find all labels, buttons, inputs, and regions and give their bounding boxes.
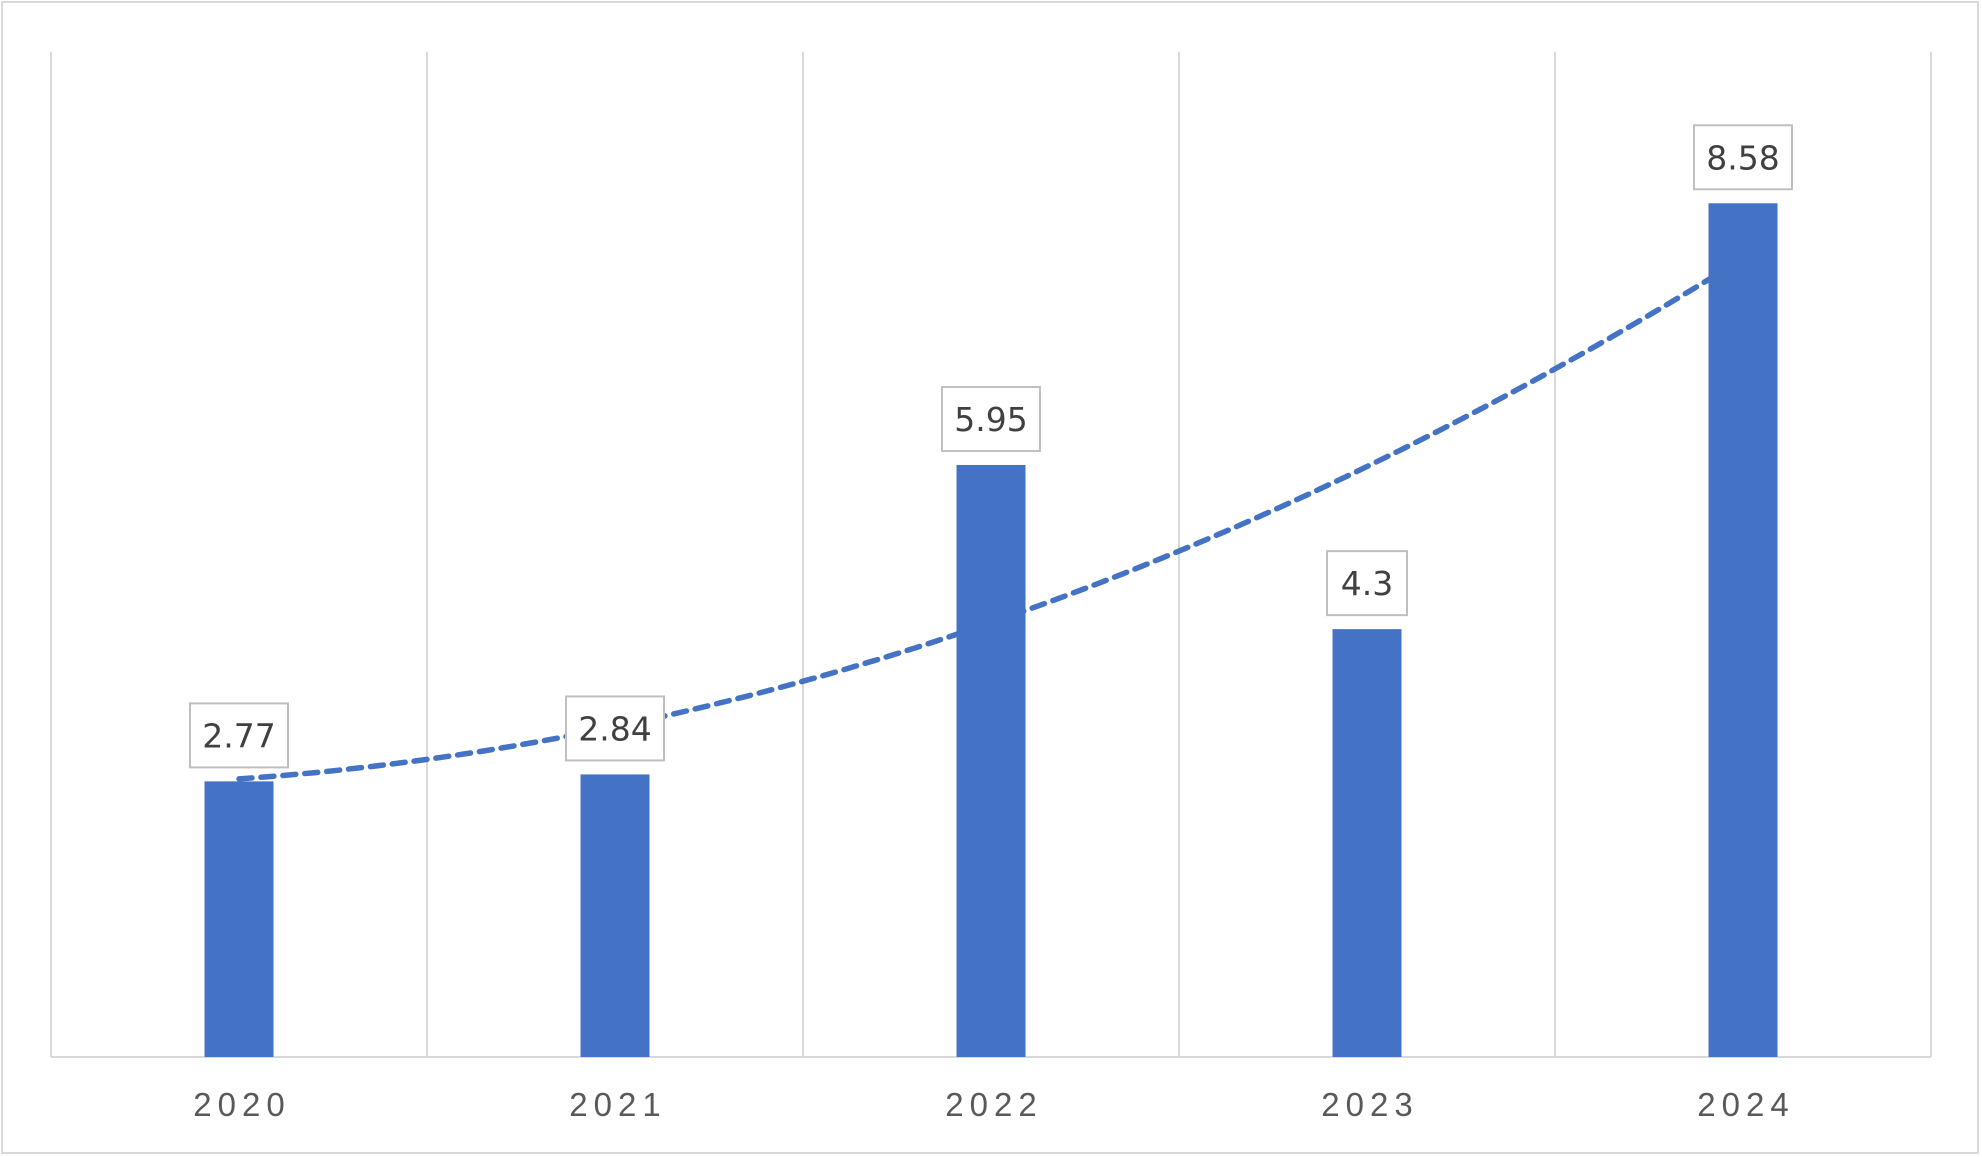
trendline-group	[236, 255, 1746, 782]
data-label-box	[189, 702, 289, 769]
data-label-text: 2.77	[202, 716, 275, 755]
x-tick-label: 2024	[1697, 1086, 1794, 1123]
x-tick-label: 2021	[569, 1086, 666, 1123]
data-label-text: 4.3	[1341, 564, 1393, 603]
data-label: 8.58	[1693, 124, 1793, 191]
data-label-text: 8.58	[1706, 138, 1779, 177]
data-label: 5.95	[941, 385, 1041, 452]
data-label: 4.3	[1326, 550, 1408, 617]
data-label-text: 2.84	[578, 709, 651, 748]
data-label: 2.84	[565, 695, 665, 762]
bar	[204, 781, 274, 1057]
data-label-box	[1693, 124, 1793, 191]
x-tick-label: 2020	[193, 1086, 290, 1123]
bars	[204, 203, 1778, 1058]
data-label-box	[941, 385, 1041, 452]
x-axis-ticks: 2020 2021 2022 2023 2024	[193, 1086, 1794, 1123]
data-label: 2.77	[189, 702, 289, 769]
bar	[956, 464, 1026, 1058]
bar	[1708, 203, 1778, 1058]
data-label-text: 5.95	[954, 400, 1027, 439]
bar	[580, 774, 650, 1057]
x-tick-label: 2022	[945, 1086, 1042, 1123]
bar	[1332, 629, 1402, 1057]
gridlines	[50, 52, 1932, 1058]
data-labels: 2.77 2.84 5.95 4.3 8.58	[189, 124, 1793, 769]
trendline	[236, 255, 1746, 782]
data-label-box	[565, 695, 665, 762]
x-tick-label: 2023	[1321, 1086, 1418, 1123]
data-label-box	[1326, 550, 1408, 617]
